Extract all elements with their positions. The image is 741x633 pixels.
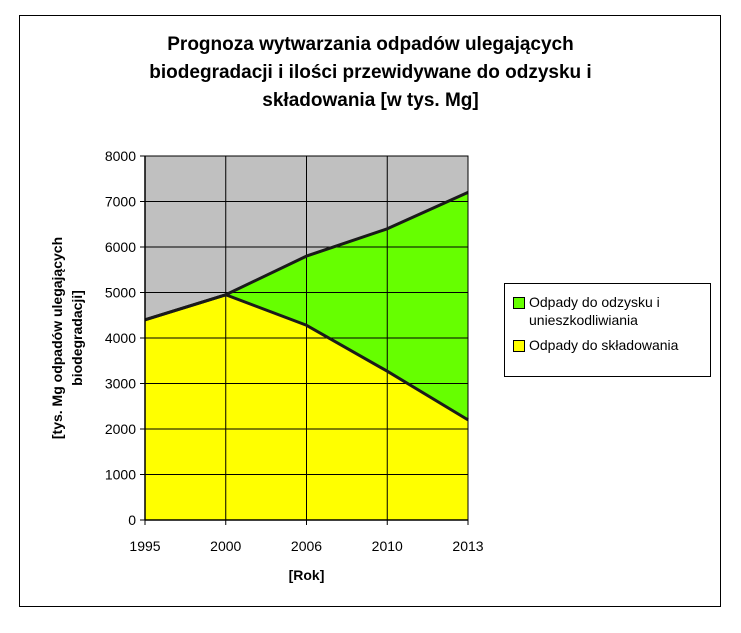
legend: Odpady do odzysku i unieszkodliwiania Od… [504,283,711,377]
x-tick-label: 2006 [291,538,322,554]
y-tick-label: 2000 [105,421,136,437]
y-tick-labels: 0 1000 2000 3000 4000 5000 6000 7000 8000 [105,148,136,528]
y-axis-title-line-2: biodegradacji] [69,290,85,386]
y-axis-title-line-1: [tys. Mg odpadów ulegających [49,237,65,439]
y-tick-label: 4000 [105,330,136,346]
y-tick-label: 5000 [105,285,136,301]
x-tick-label: 2010 [372,538,403,554]
y-tick-label: 3000 [105,376,136,392]
chart-title-line-3: składowania [w tys. Mg] [262,90,479,111]
x-tick-label: 1995 [129,538,160,554]
y-tick-label: 7000 [105,194,136,210]
y-tick-label: 6000 [105,239,136,255]
legend-label-recovery: Odpady do odzysku i unieszkodliwiania [529,294,660,328]
legend-swatch-recovery [513,297,525,309]
x-tick-label: 2000 [210,538,241,554]
legend-swatch-landfill [513,340,525,352]
axes [140,155,469,525]
chart-title-line-2: biodegradacji i ilości przewidywane do o… [149,62,592,83]
legend-label-landfill: Odpady do składowania [529,337,679,353]
y-tick-label: 1000 [105,467,136,483]
y-tick-label: 0 [128,512,136,528]
y-tick-label: 8000 [105,148,136,164]
line-landfill [144,293,469,422]
x-tick-label: 2013 [452,538,483,554]
series-lines [144,191,469,422]
x-tick-labels: 1995 2000 2006 2010 2013 [129,538,483,554]
x-axis-title: [Rok] [289,567,325,583]
chart-title-line-1: Prognoza wytwarzania odpadów ulegających [167,34,574,55]
